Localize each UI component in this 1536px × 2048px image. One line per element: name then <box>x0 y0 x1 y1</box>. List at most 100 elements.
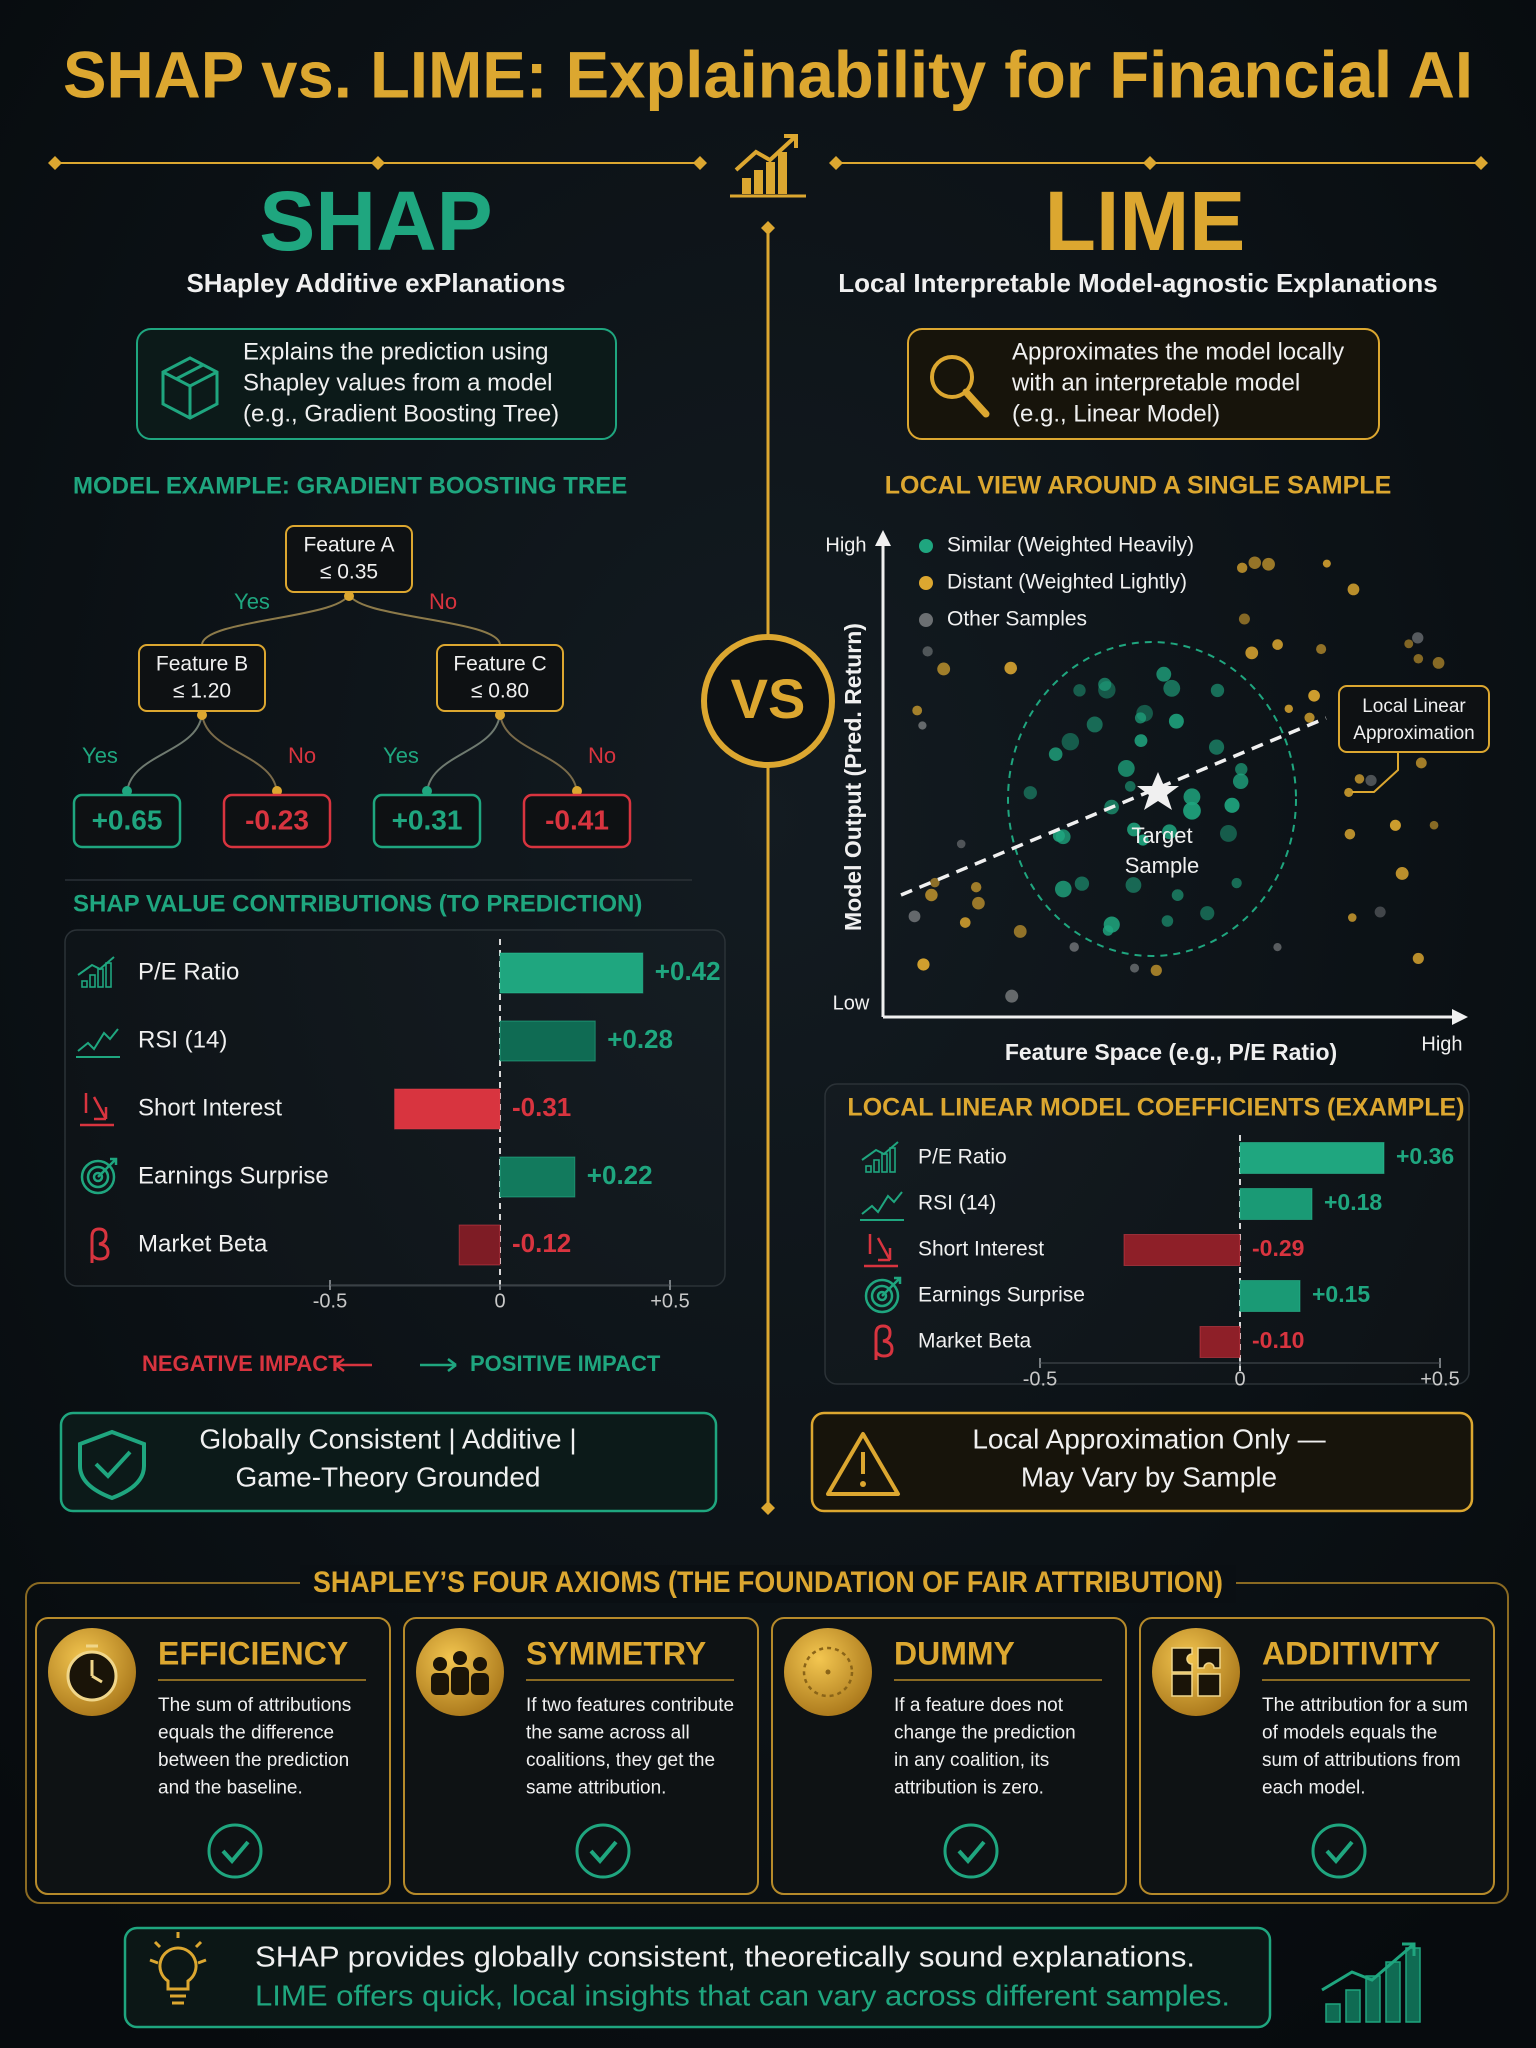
footer-text: SHAP provides globally consistent, theor… <box>255 1942 1195 1974</box>
bulb-icon <box>197 1958 207 1965</box>
tree-branch-label: Yes <box>234 589 270 614</box>
axiom-name: ADDITIVITY <box>1262 1635 1440 1671</box>
row-icon <box>97 1157 118 1178</box>
sample-point <box>1262 557 1275 571</box>
sample-point <box>1415 757 1427 769</box>
row-icon <box>90 1227 110 1263</box>
sample-point <box>1163 679 1181 697</box>
sample-point <box>1273 942 1282 952</box>
lime-subtitle: Local Interpretable Model-agnostic Expla… <box>838 268 1438 298</box>
check-icon <box>943 1823 999 1879</box>
sample-point <box>1231 877 1242 889</box>
sample-point <box>1023 786 1037 800</box>
impact-arrow <box>335 1358 372 1372</box>
callout-text: Approximation <box>1353 723 1474 744</box>
sample-point <box>1232 773 1249 789</box>
row-icon <box>870 1284 894 1308</box>
axis-end-label: Low <box>833 992 870 1014</box>
axiom-icon <box>802 1646 854 1698</box>
header-icon <box>766 162 775 194</box>
sample-point <box>1168 713 1184 729</box>
value-label: -0.12 <box>512 1228 571 1258</box>
tree-node-label: Feature B <box>156 653 248 676</box>
sample-point <box>1069 942 1079 952</box>
sample-point <box>1061 732 1080 751</box>
row-icon <box>864 1234 898 1268</box>
tree-branch-label: Yes <box>82 743 118 768</box>
tree-connector <box>348 591 501 646</box>
value-label: -0.10 <box>1252 1327 1304 1353</box>
legend-marker <box>919 613 933 627</box>
tree-node-label: ≤ 0.35 <box>320 561 378 584</box>
summary-text: May Vary by Sample <box>1021 1461 1277 1492</box>
vs-text: VS <box>731 667 806 730</box>
sample-point <box>1412 632 1424 644</box>
sample-point <box>970 881 982 893</box>
category-label: Earnings Surprise <box>918 1284 1085 1307</box>
row-icon <box>860 1191 904 1221</box>
sample-point <box>1134 734 1148 748</box>
sample-point <box>1245 646 1259 660</box>
impact-arrow <box>420 1358 457 1372</box>
value-label: +0.42 <box>655 956 721 986</box>
axiom-icon <box>431 1673 449 1695</box>
tree-branch-label: No <box>288 743 316 768</box>
divider-diamond <box>761 221 775 235</box>
sample-point <box>1127 822 1141 837</box>
sample-point <box>1347 583 1360 596</box>
sample-point <box>1073 684 1086 697</box>
value-label: +0.22 <box>587 1160 653 1190</box>
shap-description: Shapley values from a model <box>243 369 553 396</box>
category-label: Earnings Surprise <box>138 1162 329 1189</box>
sample-point <box>1171 889 1184 901</box>
bar <box>1239 1142 1385 1174</box>
sample-point <box>1156 666 1172 682</box>
footer-chart-icon <box>1385 1961 1401 2023</box>
tree-joint <box>572 786 582 796</box>
divider-diamond <box>48 156 62 170</box>
sample-point <box>1183 788 1201 806</box>
local-linear-fit <box>900 716 1327 897</box>
bar <box>1239 1280 1301 1312</box>
x-tick-label: +0.5 <box>1420 1368 1459 1390</box>
tree-joint <box>422 786 432 796</box>
axiom-icon <box>825 1669 831 1675</box>
main-title: SHAP vs. LIME: Explainability for Financ… <box>63 37 1473 111</box>
bar <box>1123 1234 1241 1266</box>
sample-point <box>1322 559 1331 568</box>
legend-marker <box>919 576 933 590</box>
sample-point <box>1236 562 1248 574</box>
sample-point <box>912 705 923 716</box>
axiom-icon <box>451 1667 469 1695</box>
bar <box>499 1156 576 1198</box>
axiom-icon <box>1171 1647 1221 1697</box>
row-icon <box>80 1093 114 1127</box>
summary-box <box>59 1411 718 1513</box>
row-icon <box>76 1028 120 1058</box>
header-icon <box>754 170 763 194</box>
tree-leaf <box>222 793 332 849</box>
sample-point <box>1432 657 1445 669</box>
header-icon <box>742 178 751 194</box>
tree-node-label: Feature C <box>453 653 546 676</box>
x-tick-label: +0.5 <box>650 1290 689 1312</box>
sample-point <box>1013 925 1027 938</box>
tree-joint <box>495 710 505 720</box>
sample-point <box>918 721 927 730</box>
row-icon <box>876 1290 888 1302</box>
value-label: +0.15 <box>1312 1281 1370 1307</box>
category-label: Short Interest <box>138 1094 282 1121</box>
sample-point <box>1248 556 1262 569</box>
lime-description: (e.g., Linear Model) <box>1012 400 1220 427</box>
summary-text: Game-Theory Grounded <box>235 1461 540 1492</box>
sample-point <box>1219 824 1237 842</box>
axiom-text: between the prediction <box>158 1750 349 1771</box>
bar <box>1239 1188 1313 1220</box>
x-tick-label: -0.5 <box>313 1290 347 1312</box>
category-label: P/E Ratio <box>918 1146 1007 1169</box>
tree-connector <box>126 710 203 796</box>
chart-frame <box>64 929 726 1287</box>
sample-point <box>1074 876 1090 891</box>
sample-point <box>1124 781 1136 792</box>
